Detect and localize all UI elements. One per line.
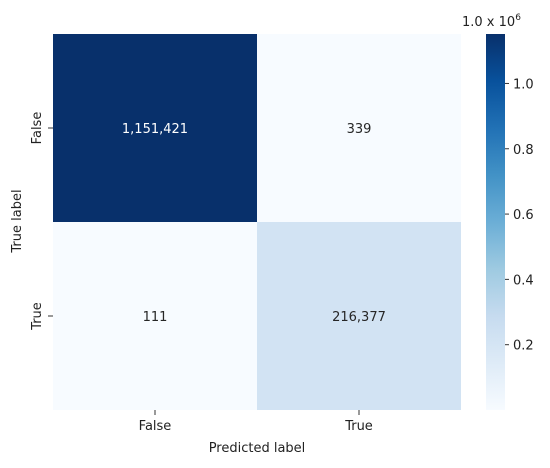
heatmap-cell: [53, 222, 257, 410]
cell-value-label: 216,377: [332, 310, 386, 325]
colorbar-multiplier: 1.0 x 106: [462, 13, 521, 30]
cell-value-label: 339: [347, 122, 372, 137]
colorbar-tick-label: 0.6: [513, 208, 534, 223]
heatmap-cell-labels: 1,151,421 339 111 216,377: [122, 122, 386, 325]
cell-value-label: 111: [143, 310, 168, 325]
heatmap-cell: [257, 34, 461, 222]
y-axis-label: True label: [10, 189, 25, 253]
colorbar-ticks: 0.2 0.4 0.6 0.8 1.0: [505, 77, 534, 354]
x-axis-label: Predicted label: [209, 441, 306, 456]
x-axis: False True: [139, 410, 373, 434]
y-tick-label: True: [30, 302, 45, 331]
colorbar-tick-label: 0.2: [513, 339, 534, 354]
colorbar: [486, 34, 505, 410]
cell-value-label: 1,151,421: [122, 122, 188, 137]
colorbar-tick-label: 0.8: [513, 143, 534, 158]
heatmap-cell: [257, 222, 461, 410]
heatmap-cell: [53, 34, 257, 222]
y-axis: False True: [30, 112, 53, 331]
heatmap-cells: [53, 34, 461, 410]
x-tick-label: False: [139, 419, 172, 434]
colorbar-tick-label: 0.4: [513, 273, 534, 288]
colorbar-tick-label: 1.0: [513, 77, 534, 92]
colorbar-multiplier-exponent: 6: [515, 13, 521, 23]
y-tick-label: False: [30, 112, 45, 145]
x-tick-label: True: [344, 419, 373, 434]
